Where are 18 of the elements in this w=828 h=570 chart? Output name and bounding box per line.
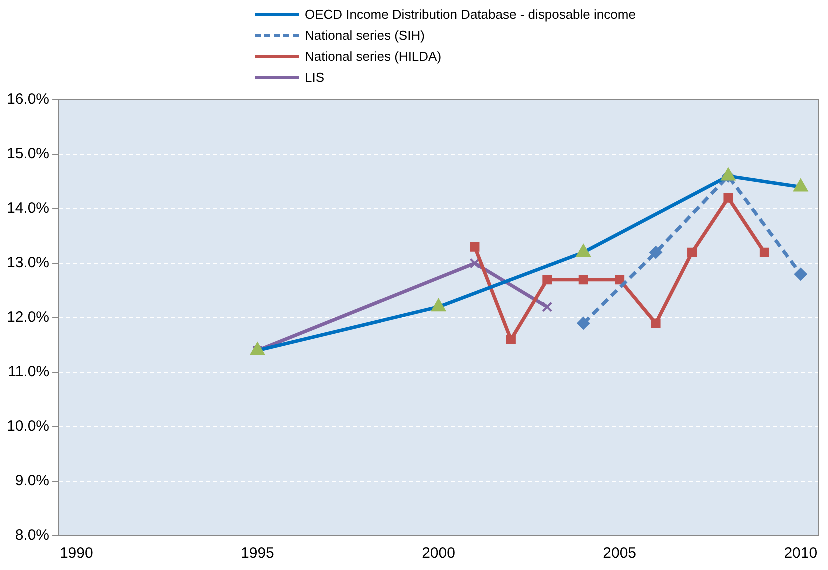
- y-tick-label: 10.0%: [6, 418, 50, 436]
- legend-label: OECD Income Distribution Database - disposable income: [305, 7, 636, 22]
- x-tick-label: 2010: [784, 545, 818, 562]
- legend-label: National series (HILDA): [305, 49, 442, 64]
- x-tick-label: 1990: [60, 545, 94, 562]
- legend-label: National series (SIH): [305, 28, 425, 43]
- y-tick-label: 8.0%: [15, 527, 50, 544]
- y-tick-label: 16.0%: [6, 91, 50, 108]
- legend-label: LIS: [305, 70, 325, 85]
- x-tick-label: 1995: [241, 545, 274, 562]
- x-tick-label: 2005: [603, 545, 637, 562]
- y-tick-label: 14.0%: [6, 200, 50, 218]
- y-tick-label: 9.0%: [15, 472, 50, 490]
- y-tick-label: 13.0%: [6, 254, 50, 272]
- y-tick-label: 11.0%: [8, 364, 50, 381]
- x-tick-label: 2000: [422, 545, 456, 562]
- y-tick-label: 12.0%: [6, 309, 50, 326]
- y-tick-label: 15.0%: [6, 146, 50, 163]
